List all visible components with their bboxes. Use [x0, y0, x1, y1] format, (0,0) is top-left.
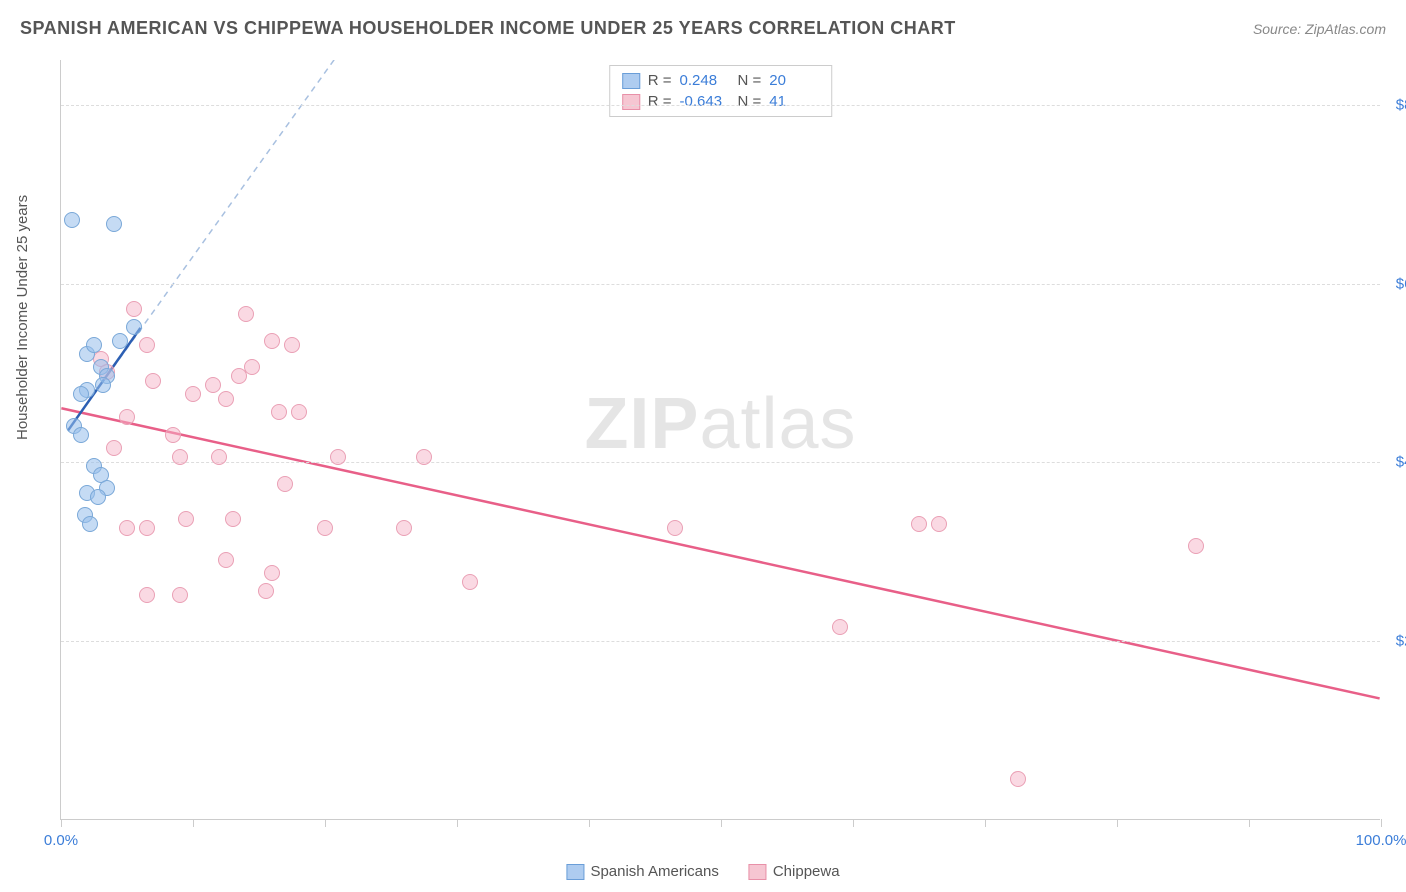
data-point-chippewa — [284, 337, 300, 353]
watermark: ZIPatlas — [584, 383, 856, 465]
data-point-chippewa — [1188, 538, 1204, 554]
data-point-chippewa — [172, 587, 188, 603]
x-tick — [325, 819, 326, 827]
y-tick-label: $40,000 — [1385, 454, 1406, 471]
data-point-chippewa — [126, 301, 142, 317]
legend-label: Spanish Americans — [590, 863, 718, 880]
data-point-chippewa — [119, 520, 135, 536]
y-tick-label: $60,000 — [1385, 275, 1406, 292]
data-point-chippewa — [330, 449, 346, 465]
trend-lines-overlay — [61, 60, 1380, 819]
x-tick-label: 100.0% — [1356, 832, 1406, 849]
data-point-spanish — [73, 427, 89, 443]
x-tick — [721, 819, 722, 827]
legend-swatch — [622, 94, 640, 110]
x-tick — [193, 819, 194, 827]
bottom-legend: Spanish Americans Chippewa — [566, 863, 839, 880]
data-point-chippewa — [911, 516, 927, 532]
data-point-chippewa — [145, 373, 161, 389]
gridline — [61, 641, 1380, 642]
data-point-spanish — [73, 386, 89, 402]
x-tick — [61, 819, 62, 827]
gridline — [61, 284, 1380, 285]
stats-row: R = -0.643 N = 41 — [622, 91, 820, 112]
data-point-chippewa — [119, 409, 135, 425]
data-point-chippewa — [205, 377, 221, 393]
chart-title: SPANISH AMERICAN VS CHIPPEWA HOUSEHOLDER… — [20, 18, 956, 39]
data-point-spanish — [82, 516, 98, 532]
legend-item: Chippewa — [749, 863, 840, 880]
data-point-chippewa — [211, 449, 227, 465]
x-tick — [985, 819, 986, 827]
gridline — [61, 105, 1380, 106]
data-point-chippewa — [396, 520, 412, 536]
data-point-chippewa — [264, 333, 280, 349]
y-tick-label: $80,000 — [1385, 96, 1406, 113]
data-point-chippewa — [832, 619, 848, 635]
data-point-chippewa — [291, 404, 307, 420]
data-point-chippewa — [264, 565, 280, 581]
data-point-chippewa — [165, 427, 181, 443]
r-value: 0.248 — [680, 72, 730, 89]
data-point-spanish — [90, 489, 106, 505]
data-point-chippewa — [258, 583, 274, 599]
data-point-chippewa — [218, 552, 234, 568]
y-tick-label: $20,000 — [1385, 633, 1406, 650]
legend-swatch — [622, 73, 640, 89]
r-label: R = — [648, 72, 672, 89]
data-point-spanish — [106, 216, 122, 232]
n-value: 41 — [769, 93, 819, 110]
legend-label: Chippewa — [773, 863, 840, 880]
data-point-spanish — [64, 212, 80, 228]
x-tick — [589, 819, 590, 827]
data-point-chippewa — [231, 368, 247, 384]
data-point-chippewa — [178, 511, 194, 527]
data-point-chippewa — [238, 306, 254, 322]
data-point-chippewa — [1010, 771, 1026, 787]
data-point-spanish — [126, 319, 142, 335]
data-point-chippewa — [139, 587, 155, 603]
data-point-spanish — [86, 337, 102, 353]
legend-item: Spanish Americans — [566, 863, 718, 880]
data-point-chippewa — [106, 440, 122, 456]
data-point-chippewa — [667, 520, 683, 536]
data-point-chippewa — [218, 391, 234, 407]
data-point-chippewa — [225, 511, 241, 527]
source-label: Source: ZipAtlas.com — [1253, 21, 1386, 37]
data-point-chippewa — [931, 516, 947, 532]
data-point-chippewa — [317, 520, 333, 536]
data-point-chippewa — [139, 337, 155, 353]
stats-box: R = 0.248 N = 20 R = -0.643 N = 41 — [609, 65, 833, 117]
data-point-chippewa — [271, 404, 287, 420]
data-point-chippewa — [462, 574, 478, 590]
n-value: 20 — [769, 72, 819, 89]
gridline — [61, 462, 1380, 463]
x-tick — [853, 819, 854, 827]
legend-swatch — [566, 864, 584, 880]
x-tick-label: 0.0% — [44, 832, 78, 849]
stats-row: R = 0.248 N = 20 — [622, 70, 820, 91]
x-tick — [457, 819, 458, 827]
n-label: N = — [738, 72, 762, 89]
data-point-chippewa — [277, 476, 293, 492]
plot-area: ZIPatlas R =0.248N =20R =-0.643N =41 $20… — [60, 60, 1380, 820]
x-tick — [1249, 819, 1250, 827]
n-label: N = — [738, 93, 762, 110]
y-axis-label: Householder Income Under 25 years — [14, 195, 31, 440]
legend-swatch — [749, 864, 767, 880]
x-tick — [1117, 819, 1118, 827]
data-point-chippewa — [172, 449, 188, 465]
data-point-spanish — [112, 333, 128, 349]
data-point-chippewa — [139, 520, 155, 536]
r-value: -0.643 — [680, 93, 730, 110]
r-label: R = — [648, 93, 672, 110]
data-point-spanish — [95, 377, 111, 393]
data-point-chippewa — [185, 386, 201, 402]
x-tick — [1381, 819, 1382, 827]
data-point-chippewa — [416, 449, 432, 465]
